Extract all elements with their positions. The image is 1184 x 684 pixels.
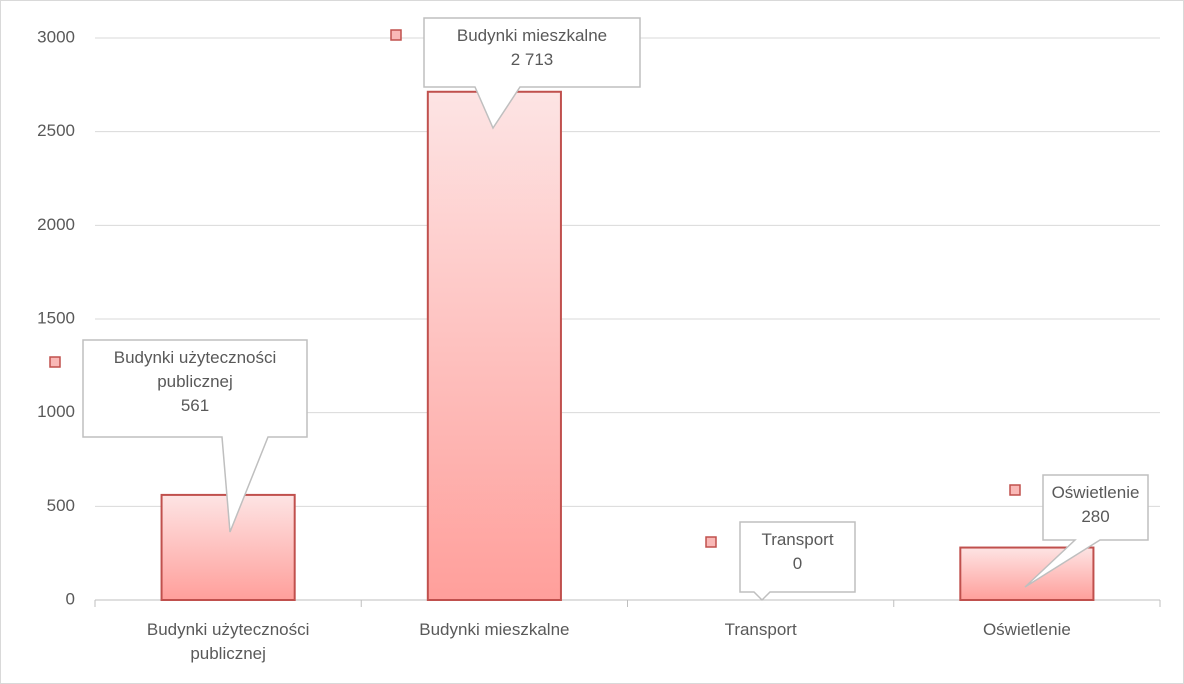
data-label-value: 561	[180, 396, 210, 415]
y-tick-label: 3000	[37, 27, 75, 46]
data-label: Budynki mieszkalne 2 713	[424, 24, 640, 72]
callout-box	[1024, 474, 1149, 588]
x-tick-label-text: Oświetlenie	[982, 620, 1071, 639]
x-tick-label-text: Budynki mieszkalne	[419, 620, 570, 639]
legend-key	[1009, 484, 1021, 496]
y-tick-label: 1500	[37, 308, 75, 327]
x-tick-label: Budynki użyteczności publicznej	[118, 618, 338, 666]
data-label-category: Oświetlenie	[1051, 483, 1140, 502]
x-tick-label-text: Budynki użyteczności publicznej	[146, 620, 310, 663]
y-tick-label: 2000	[37, 215, 75, 234]
data-label-category: Budynki użyteczności publicznej	[113, 348, 277, 391]
data-label: Budynki użyteczności publicznej 561	[83, 346, 307, 418]
y-tick-label: 500	[47, 496, 75, 515]
bar	[426, 90, 562, 601]
data-label-category: Transport	[761, 530, 834, 549]
legend-key	[390, 29, 402, 41]
y-tick-label: 0	[66, 589, 75, 608]
x-tick-label: Oświetlenie	[917, 618, 1137, 642]
data-label-value: 280	[1081, 507, 1110, 526]
data-label: Transport 0	[740, 528, 855, 576]
callout-box	[739, 521, 856, 602]
callout-box	[423, 17, 641, 130]
data-label-value: 0	[792, 554, 803, 573]
y-tick-label: 2500	[37, 121, 75, 140]
legend-key	[49, 356, 61, 368]
data-label: Oświetlenie 280	[1043, 481, 1148, 529]
data-label-category: Budynki mieszkalne	[456, 26, 608, 45]
data-label-value: 2 713	[510, 50, 554, 69]
y-tick-label: 1000	[37, 402, 75, 421]
x-tick-label-text: Transport	[724, 620, 797, 639]
legend-key	[705, 536, 717, 548]
x-tick-label: Transport	[651, 618, 871, 642]
callout-box	[82, 339, 308, 533]
x-tick-label: Budynki mieszkalne	[384, 618, 604, 642]
